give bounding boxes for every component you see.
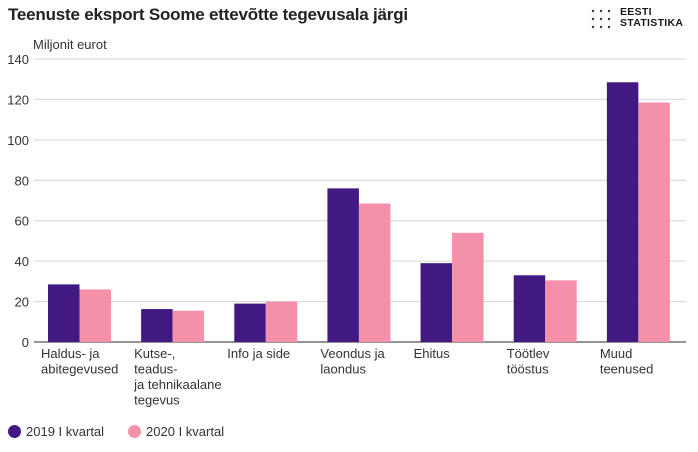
legend-label: 2019 I kvartal [26, 424, 105, 439]
bar[interactable] [358, 203, 391, 342]
x-tick-label: Veondus ja laondus [320, 346, 385, 377]
chart-title: Teenuste eksport Soome ettevõtte tegevus… [8, 5, 408, 24]
legend-swatch [128, 425, 142, 438]
bar[interactable] [172, 310, 205, 342]
bar[interactable] [265, 301, 298, 342]
x-tick-label: Haldus- ja abitegevused [41, 346, 118, 377]
logo-line-2: STATISTIKA [620, 17, 684, 29]
logo-dots-icon [591, 9, 611, 29]
y-tick-label: 0 [22, 335, 29, 350]
legend-item[interactable]: 2019 I kvartal [8, 424, 104, 439]
x-tick-label: Muud teenused [600, 346, 654, 377]
bar[interactable] [420, 263, 453, 342]
bar[interactable] [638, 102, 670, 342]
x-tick-label: Info ja side [227, 346, 290, 361]
x-tick-label: Töötlev tööstus [507, 346, 550, 377]
legend-swatch [8, 425, 21, 438]
y-tick-label: 40 [15, 254, 29, 269]
legend-item[interactable]: 2020 I kvartal [128, 424, 224, 439]
eesti-statistika-logo: EESTI STATISTIKA [590, 7, 690, 31]
y-tick-label: 100 [7, 133, 29, 148]
y-tick-label: 140 [7, 52, 29, 67]
bar[interactable] [141, 309, 173, 342]
bar[interactable] [327, 188, 359, 342]
bar[interactable] [545, 280, 577, 342]
y-tick-label: 20 [15, 295, 29, 310]
y-tick-label: 60 [15, 214, 29, 229]
bar[interactable] [48, 284, 80, 342]
x-tick-label: Kutse-, teadus-ja tehnikaalane tegevus [133, 346, 221, 408]
bar[interactable] [452, 232, 484, 342]
y-tick-label: 120 [7, 92, 29, 107]
legend: 2019 I kvartal 2020 I kvartal [8, 424, 248, 439]
legend-label: 2020 I kvartal [146, 424, 225, 439]
bar[interactable] [606, 82, 639, 342]
bar[interactable] [234, 303, 266, 342]
x-tick-label: Ehitus [414, 346, 451, 361]
y-axis-label: Miljonit eurot [33, 37, 107, 52]
bar[interactable] [513, 275, 546, 342]
bar[interactable] [79, 289, 112, 342]
y-tick-label: 80 [15, 173, 29, 188]
logo-line-1: EESTI [620, 6, 652, 18]
